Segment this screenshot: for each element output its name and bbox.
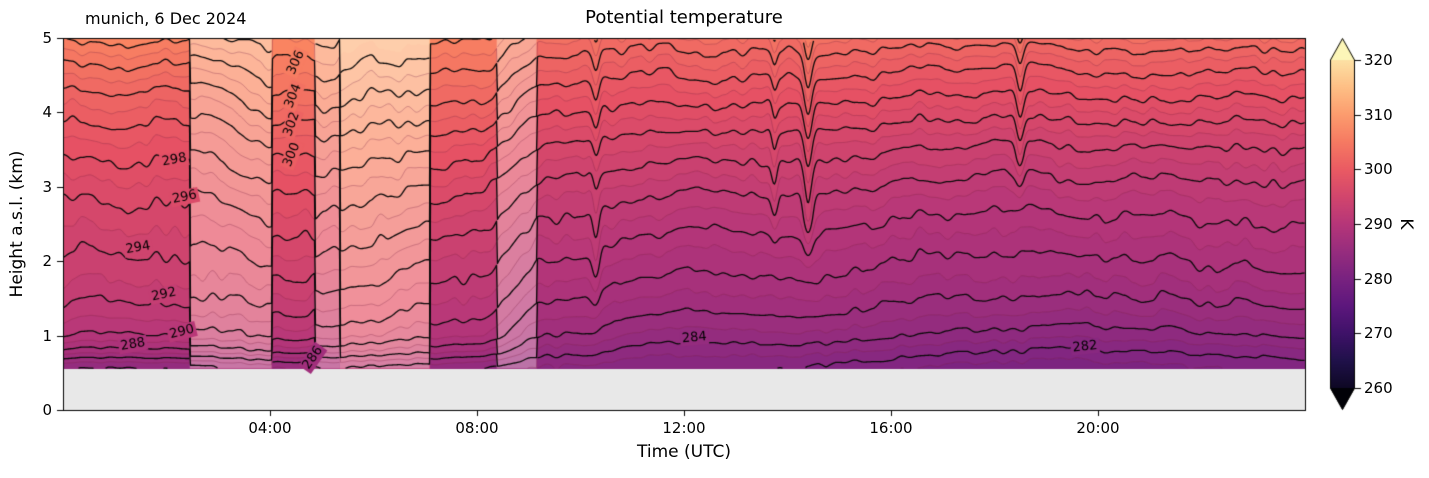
y-tick-label: 1 bbox=[42, 326, 52, 345]
colorbar-unit-label: K bbox=[1396, 218, 1416, 230]
site-date-annotation: munich, 6 Dec 2024 bbox=[85, 9, 247, 28]
y-tick-label: 3 bbox=[42, 177, 52, 196]
colorbar-tick-label: 260 bbox=[1364, 379, 1393, 397]
y-tick-label: 4 bbox=[42, 103, 52, 122]
y-tick-label: 0 bbox=[42, 401, 52, 419]
colorbar-tick-label: 280 bbox=[1364, 269, 1393, 288]
colorbar-tick-label: 290 bbox=[1364, 215, 1393, 233]
y-tick-label: 5 bbox=[42, 29, 52, 47]
colorbar-tick-label: 310 bbox=[1364, 105, 1393, 124]
x-tick-label: 20:00 bbox=[1076, 419, 1120, 437]
y-axis-label: Height a.s.l. (km) bbox=[7, 150, 27, 298]
x-axis-label: Time (UTC) bbox=[637, 442, 731, 462]
colorbar-tick-label: 270 bbox=[1364, 324, 1393, 343]
x-tick-label: 16:00 bbox=[869, 419, 913, 437]
x-tick-label: 08:00 bbox=[455, 419, 499, 437]
y-tick-label: 2 bbox=[42, 252, 52, 271]
colorbar-tick-label: 300 bbox=[1364, 160, 1393, 179]
chart-title: Potential temperature bbox=[585, 7, 783, 28]
colorbar-tick-label: 320 bbox=[1364, 51, 1393, 69]
x-tick-label: 04:00 bbox=[248, 419, 292, 437]
x-tick-label: 12:00 bbox=[662, 419, 706, 437]
